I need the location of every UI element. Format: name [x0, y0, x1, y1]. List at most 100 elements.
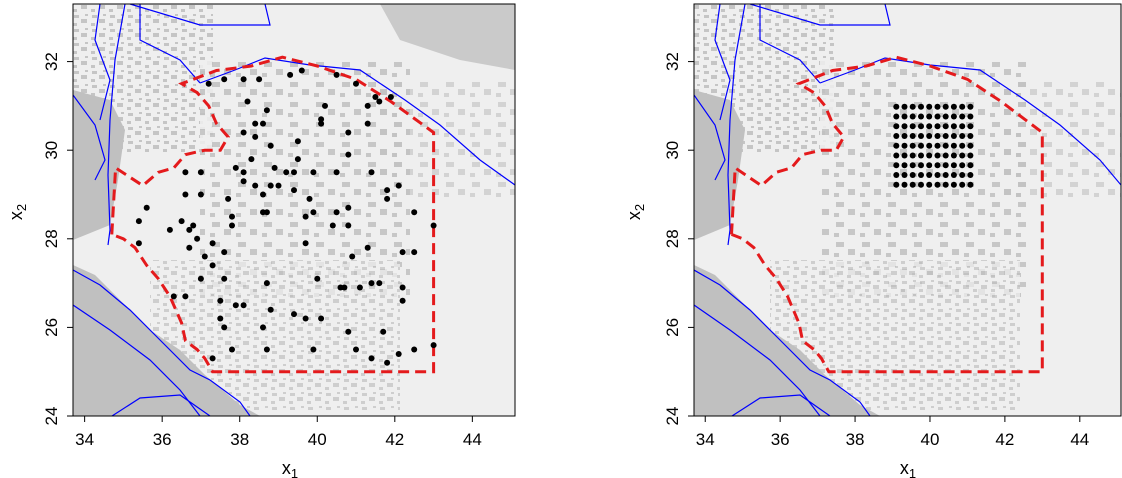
data-point	[942, 181, 949, 188]
data-point	[368, 280, 375, 287]
data-point	[275, 182, 282, 189]
data-point	[909, 113, 916, 120]
data-point	[893, 172, 900, 178]
right-grid-points	[893, 103, 974, 188]
data-point	[967, 123, 974, 130]
data-point	[934, 123, 941, 130]
data-point	[186, 226, 193, 233]
data-point	[217, 315, 224, 322]
data-point	[909, 162, 916, 169]
data-point	[942, 103, 949, 110]
x-tick-label: 42	[995, 430, 1014, 449]
y-tick-label: 32	[42, 52, 61, 71]
y-tick-label: 28	[663, 229, 682, 248]
data-point	[260, 191, 266, 198]
data-point	[291, 187, 297, 194]
data-point	[229, 222, 235, 229]
data-point	[934, 172, 941, 178]
y-tick-label: 28	[42, 229, 61, 248]
data-point	[232, 164, 239, 171]
data-point	[411, 346, 418, 353]
data-point	[942, 172, 949, 178]
data-point	[926, 172, 933, 178]
data-point	[967, 103, 974, 110]
data-point	[942, 113, 949, 120]
data-point	[283, 169, 290, 176]
data-point	[252, 182, 259, 189]
data-point	[893, 103, 900, 110]
data-point	[909, 133, 916, 139]
left-x-axis-title: x1	[282, 458, 298, 478]
left-region-boundary	[110, 55, 436, 374]
data-point	[950, 142, 957, 149]
data-point	[345, 222, 352, 229]
data-point	[430, 342, 437, 349]
data-point	[942, 133, 949, 139]
data-point	[376, 98, 383, 105]
data-point	[197, 169, 204, 176]
data-point	[302, 240, 309, 247]
data-point	[399, 284, 406, 291]
data-point	[302, 213, 309, 220]
data-point	[260, 120, 266, 127]
data-point	[384, 187, 391, 194]
data-point	[918, 133, 924, 139]
data-point	[291, 311, 297, 318]
data-point	[364, 120, 371, 127]
data-point	[909, 103, 916, 110]
data-point	[967, 142, 974, 149]
right-x-axis: 34 36 38 40 42 44	[696, 416, 1089, 449]
data-point	[310, 209, 317, 216]
data-point	[893, 181, 900, 188]
data-point	[934, 162, 941, 169]
data-point	[901, 142, 908, 149]
data-point	[411, 249, 418, 256]
data-point	[926, 103, 933, 110]
data-point	[387, 94, 394, 100]
data-point	[356, 284, 363, 291]
data-point	[909, 123, 916, 130]
data-point	[918, 152, 924, 159]
x-tick-label: 42	[385, 430, 404, 449]
right-y-axis-title: x2	[624, 204, 647, 220]
data-point	[909, 172, 916, 178]
data-point	[197, 191, 204, 198]
data-point	[918, 181, 924, 188]
data-point	[901, 103, 908, 110]
right-region-boundary	[730, 55, 1044, 374]
data-point	[934, 133, 941, 139]
data-point	[263, 107, 270, 114]
data-point	[256, 76, 263, 83]
data-point	[240, 178, 247, 185]
data-point	[950, 172, 957, 178]
data-point	[197, 275, 204, 282]
data-point	[333, 209, 340, 216]
left-map-background	[73, 4, 515, 416]
data-point	[942, 123, 949, 130]
data-point	[345, 151, 352, 158]
data-point	[291, 169, 297, 176]
data-point	[209, 240, 216, 247]
data-point	[950, 113, 957, 120]
data-point	[221, 324, 228, 331]
y-tick-label: 30	[42, 141, 61, 160]
data-point	[926, 133, 933, 139]
data-point	[240, 169, 247, 176]
left-y-axis-title: x2	[6, 204, 29, 220]
data-point	[430, 222, 437, 229]
data-point	[967, 172, 974, 178]
data-point	[950, 152, 957, 159]
data-point	[893, 152, 900, 159]
data-point	[934, 142, 941, 149]
data-point	[950, 162, 957, 169]
data-point	[248, 156, 255, 163]
data-point	[271, 164, 278, 171]
data-point	[411, 209, 418, 216]
data-point	[934, 103, 941, 110]
data-point	[205, 80, 212, 87]
data-point	[950, 123, 957, 130]
data-point	[942, 162, 949, 169]
data-point	[182, 191, 189, 198]
data-point	[166, 226, 173, 233]
